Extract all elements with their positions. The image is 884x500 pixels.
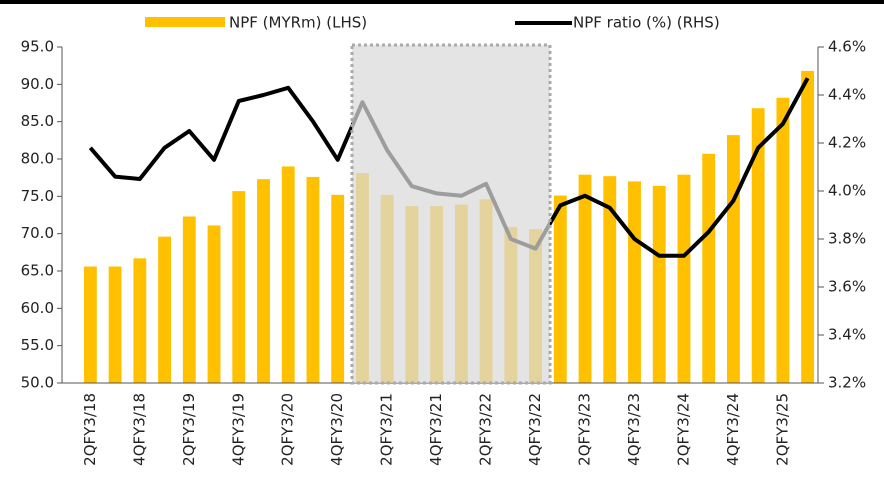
y2-tick-label: 3.4% (828, 326, 866, 344)
legend-swatch (145, 17, 225, 27)
y2-tick-label: 3.8% (828, 230, 866, 248)
bar (801, 70, 815, 383)
x-tick-label: 2QFY3/22 (477, 393, 495, 466)
y-tick-label: 50.0 (21, 374, 54, 392)
y-tick-label: 55.0 (21, 336, 54, 354)
legend-label: NPF (MYRm) (LHS) (229, 14, 367, 32)
x-tick-label: 2QFY3/20 (279, 393, 297, 466)
bar (133, 258, 147, 383)
y2-tick-label: 4.2% (828, 134, 866, 152)
bar (727, 135, 740, 383)
x-tick-label: 4QFY3/24 (724, 393, 742, 466)
x-tick-label: 4QFY3/20 (328, 393, 346, 466)
bar (603, 176, 617, 383)
y-tick-label: 85.0 (21, 112, 54, 130)
y2-tick-label: 4.4% (828, 86, 866, 104)
y-tick-label: 80.0 (21, 150, 54, 168)
legend-label: NPF ratio (%) (RHS) (573, 14, 720, 32)
y2-tick-label: 4.0% (828, 182, 866, 200)
y-tick-label: 75.0 (21, 187, 54, 205)
x-tick-label: 2QFY3/25 (773, 393, 791, 466)
y2-tick-label: 3.2% (828, 374, 866, 392)
bar (158, 236, 171, 383)
bar (776, 97, 790, 384)
x-tick-label: 4QFY3/22 (526, 393, 544, 466)
x-tick-label: 4QFY3/23 (625, 393, 643, 466)
x-tick-label: 2QFY3/21 (378, 393, 396, 466)
y2-tick-label: 4.6% (828, 38, 866, 56)
x-tick-label: 4QFY3/18 (130, 393, 148, 466)
bar (207, 225, 221, 383)
bar (553, 195, 567, 383)
highlight-box (350, 43, 552, 385)
x-tick-label: 2QFY3/24 (674, 393, 692, 466)
top-rule (0, 0, 884, 4)
x-tick-label: 2QFY3/18 (81, 393, 99, 466)
bar (331, 194, 345, 383)
y-tick-label: 90.0 (21, 75, 54, 93)
y2-tick-label: 3.6% (828, 278, 866, 296)
bar (628, 181, 641, 383)
y-tick-label: 60.0 (21, 299, 54, 317)
y-tick-label: 65.0 (21, 262, 54, 280)
x-tick-label: 4QFY3/19 (229, 393, 247, 466)
bar (257, 179, 270, 383)
bar (751, 108, 765, 383)
bar (306, 176, 320, 383)
bar (281, 166, 295, 383)
bar (702, 153, 716, 383)
bar (652, 185, 666, 383)
bar (108, 266, 122, 383)
x-tick-label: 4QFY3/21 (427, 393, 445, 466)
bar (182, 216, 196, 383)
y-tick-label: 70.0 (21, 224, 54, 242)
bar (578, 174, 592, 383)
y-tick-label: 95.0 (21, 38, 54, 56)
bar (677, 174, 691, 383)
bar (232, 191, 246, 383)
x-tick-label: 2QFY3/19 (180, 393, 198, 466)
bar (83, 266, 97, 383)
x-tick-label: 2QFY3/23 (576, 393, 594, 466)
